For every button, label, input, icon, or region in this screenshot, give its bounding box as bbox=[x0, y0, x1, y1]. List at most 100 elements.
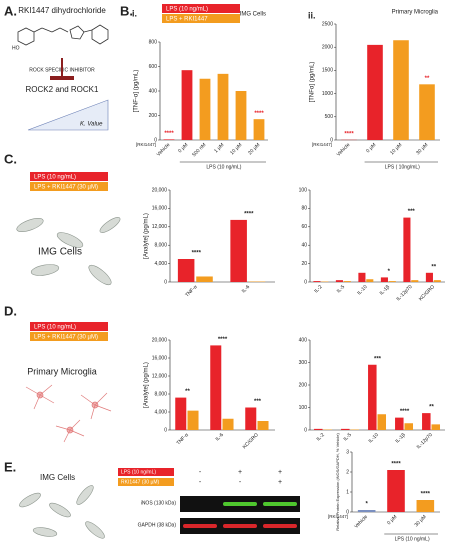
y-tick-label: 0 bbox=[304, 279, 307, 285]
k-wedge bbox=[27, 99, 109, 131]
bar bbox=[393, 40, 409, 140]
legend-swatch bbox=[162, 14, 240, 23]
compound-name: RKI1447 dihydrochloride bbox=[18, 6, 106, 15]
legend-label: LPS (10 ng/mL) bbox=[34, 175, 76, 181]
row-label: [RKI1447] bbox=[136, 142, 156, 147]
legend-swatch bbox=[162, 4, 240, 13]
bar bbox=[177, 259, 195, 282]
chart-title: i. bbox=[132, 8, 137, 18]
bar bbox=[217, 73, 229, 140]
x-tick-label: IL-5 bbox=[336, 284, 346, 294]
significance: **** bbox=[391, 462, 401, 468]
cell-label: IMG Cells bbox=[38, 247, 82, 258]
condition-sign: + bbox=[238, 469, 242, 476]
x-tick-label: 10 µM bbox=[389, 142, 403, 156]
y-axis-label: [Analyte] (pg/mL) bbox=[144, 213, 150, 259]
x-tick-label: 1 µM bbox=[213, 142, 225, 154]
y-tick-label: 400 bbox=[149, 88, 158, 94]
y-tick-label: 400 bbox=[299, 337, 308, 343]
blot-band bbox=[223, 524, 257, 528]
bar bbox=[366, 279, 374, 282]
y-tick-label: 0 bbox=[164, 427, 167, 433]
condition-sign: + bbox=[278, 469, 282, 476]
x-axis-label: LPS (10 ng/mL) bbox=[206, 164, 241, 170]
x-tick-label: IL-12p70 bbox=[416, 432, 434, 450]
bar bbox=[395, 417, 404, 430]
bar bbox=[235, 91, 247, 140]
condition-label: RKI1447 (30 µM) bbox=[121, 479, 160, 485]
blot-band bbox=[183, 524, 217, 528]
y-axis-label: [Analyte] (pg/mL) bbox=[144, 362, 150, 408]
y-tick-label: 20,000 bbox=[152, 337, 168, 343]
blot-title: IMG Cells bbox=[40, 473, 75, 482]
x-tick-label: Vehicle bbox=[156, 142, 172, 158]
chart-title: ii. bbox=[308, 10, 316, 20]
y-tick-label: 4,000 bbox=[154, 409, 167, 415]
x-tick-label: KC/GRO bbox=[418, 284, 436, 302]
bar bbox=[416, 500, 435, 512]
y-axis-label: [TNF-α] (pg/mL) bbox=[134, 70, 140, 113]
bar bbox=[387, 470, 405, 512]
x-tick-label: IL-2 bbox=[313, 284, 323, 294]
structure-atom: HO bbox=[12, 45, 20, 51]
x-tick-label: 0 µM bbox=[365, 142, 377, 154]
y-tick-label: 16,000 bbox=[152, 355, 168, 361]
y-tick-label: 20,000 bbox=[152, 187, 168, 193]
y-tick-label: 0 bbox=[346, 509, 349, 515]
k-value-label: K. Value bbox=[80, 122, 103, 128]
significance: **** bbox=[218, 337, 228, 343]
y-tick-label: 8,000 bbox=[154, 391, 167, 397]
bar bbox=[388, 281, 396, 282]
significance: **** bbox=[192, 251, 202, 257]
y-tick-label: 0 bbox=[304, 427, 307, 433]
x-tick-label: IL-6 bbox=[215, 432, 225, 442]
legend-swatch bbox=[30, 172, 108, 181]
x-tick-label: 30 µM bbox=[415, 142, 429, 156]
y-tick-label: 100 bbox=[299, 187, 308, 193]
cells-e bbox=[19, 485, 105, 539]
y-tick-label: 0 bbox=[164, 279, 167, 285]
panel-label: B. bbox=[120, 3, 133, 18]
legend-swatch bbox=[30, 332, 108, 341]
significance: **** bbox=[254, 111, 264, 117]
bar bbox=[357, 510, 376, 512]
bar bbox=[253, 119, 265, 140]
significance: **** bbox=[164, 131, 174, 137]
y-tick-label: 300 bbox=[299, 360, 308, 366]
significance: **** bbox=[400, 409, 410, 415]
bar bbox=[433, 280, 441, 282]
x-tick-label: IL-2 bbox=[316, 432, 326, 442]
bar bbox=[377, 414, 387, 430]
x-tick-label: 500 nM bbox=[191, 142, 207, 158]
y-axis-label: Relative Protein Expression (iNOS/GAPDH,… bbox=[335, 433, 340, 531]
x-axis-label: LPS ( 10ng/mL) bbox=[385, 164, 420, 170]
condition-swatch bbox=[118, 468, 174, 476]
legend-label: LPS (10 ng/mL) bbox=[34, 325, 76, 331]
bar bbox=[404, 423, 414, 430]
bar bbox=[380, 277, 388, 282]
x-tick-label: IL-10 bbox=[368, 432, 380, 444]
blot-band bbox=[263, 524, 297, 528]
bar bbox=[210, 345, 222, 430]
significance: * bbox=[388, 269, 391, 275]
x-tick-label: Vehicle bbox=[353, 514, 369, 530]
condition-sign: + bbox=[278, 479, 282, 486]
condition-sign: - bbox=[199, 469, 202, 476]
band-label: iNOS (130 kDa) bbox=[141, 500, 177, 506]
bar bbox=[368, 364, 377, 430]
bar bbox=[335, 280, 343, 282]
y-tick-label: 40 bbox=[301, 243, 307, 249]
bar bbox=[163, 139, 175, 140]
significance: **** bbox=[244, 211, 254, 217]
x-tick-label: IL-10 bbox=[356, 284, 368, 296]
x-tick-label: IL-6 bbox=[241, 284, 251, 294]
bar bbox=[196, 276, 213, 282]
significance: ** bbox=[429, 405, 434, 411]
x-axis-label: LPS (10 ng/mL) bbox=[395, 536, 430, 542]
y-tick-label: 0 bbox=[330, 137, 333, 143]
x-tick-label: 0 µM bbox=[386, 514, 398, 526]
blot-band bbox=[263, 502, 297, 506]
x-tick-label: IL-5 bbox=[343, 432, 353, 442]
bar bbox=[175, 397, 187, 430]
significance: ** bbox=[431, 264, 436, 270]
